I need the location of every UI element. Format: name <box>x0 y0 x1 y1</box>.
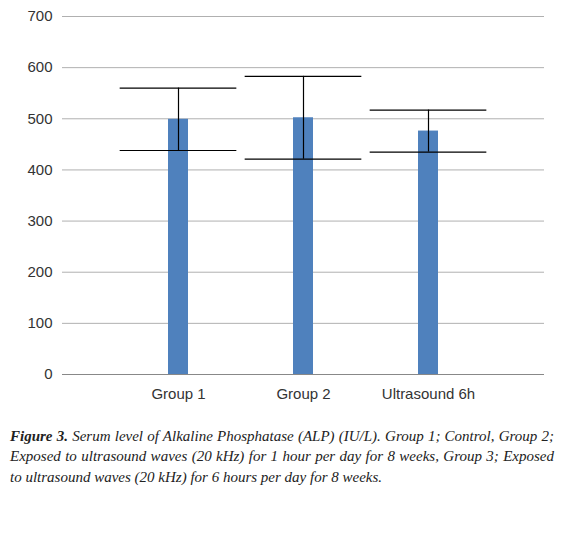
svg-text:Group 1: Group 1 <box>151 385 205 402</box>
svg-text:400: 400 <box>27 161 52 178</box>
svg-text:700: 700 <box>27 7 52 24</box>
html-text:Figure 3. Serum level of Alkal: Figure 3. Serum level of Alkaline Phosph… <box>10 428 554 485</box>
svg-text:Ultrasound 6h: Ultrasound 6h <box>382 385 475 402</box>
svg-text:500: 500 <box>27 110 52 127</box>
svg-text:200: 200 <box>27 263 52 280</box>
svg-text:Group 2: Group 2 <box>276 385 330 402</box>
svg-text:300: 300 <box>27 212 52 229</box>
svg-text:0: 0 <box>44 365 52 382</box>
svg-text:100: 100 <box>27 314 52 331</box>
svg-text:600: 600 <box>27 58 52 75</box>
